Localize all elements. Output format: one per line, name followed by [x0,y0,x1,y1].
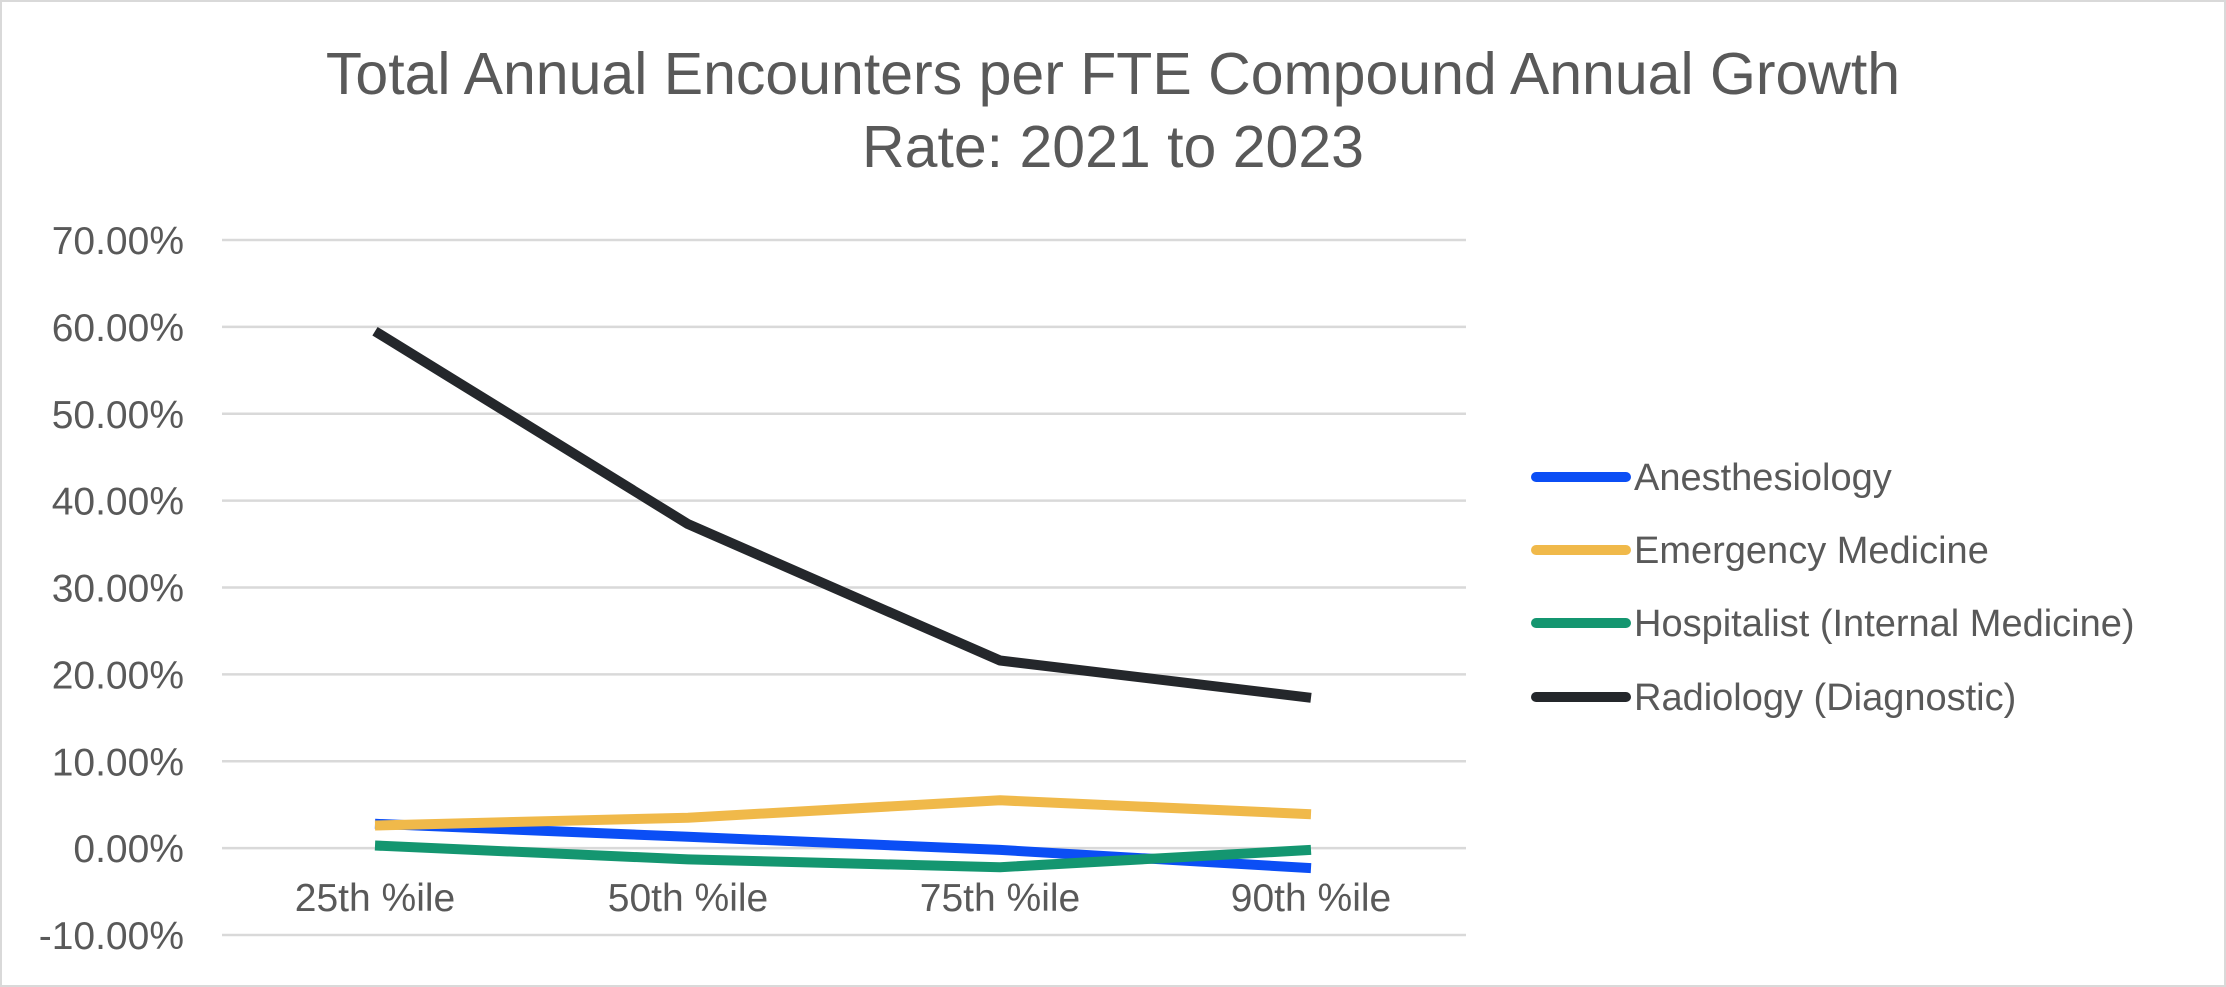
y-tick-label: 10.00% [52,741,184,784]
x-tick-label: 50th %ile [608,877,768,920]
legend-label: Hospitalist (Internal Medicine) [1634,603,2135,645]
legend-label: Anesthesiology [1634,457,1892,499]
series-line-2 [374,795,1312,831]
y-tick-label: 50.00% [52,394,184,437]
legend-label: Emergency Medicine [1634,530,1989,572]
x-tick-label: 25th %ile [295,877,455,920]
series-line-3 [374,840,1312,873]
x-axis-tick-labels: 25th %ile 50th %ile 75th %ile 90th %ile [295,877,1391,920]
chart-title: Total Annual Encounters per FTE Compound… [326,41,1900,180]
series-lines [372,326,1312,874]
y-axis-tick-labels: 70.00% 60.00% 50.00% 40.00% 30.00% 20.00% 10.0… [39,220,184,958]
legend: Anesthesiology Emergency Medicine Hospital… [1531,457,2135,719]
y-tick-label: 60.00% [52,307,184,350]
y-tick-label: 20.00% [52,654,184,697]
series-line-4 [372,326,1312,703]
y-tick-label: 70.00% [52,220,184,263]
x-tick-label: 90th %ile [1231,877,1391,920]
x-tick-label: 75th %ile [920,877,1080,920]
legend-label: Radiology (Diagnostic) [1634,677,2016,719]
y-tick-label: -10.00% [39,915,184,958]
chart-title-line-2: Rate: 2021 to 2023 [862,114,1364,180]
y-tick-label: 30.00% [52,568,184,611]
chart-title-line-1: Total Annual Encounters per FTE Compound… [326,41,1900,107]
y-tick-label: 0.00% [73,828,184,871]
gridlines [222,238,1466,937]
y-tick-label: 40.00% [52,481,184,524]
